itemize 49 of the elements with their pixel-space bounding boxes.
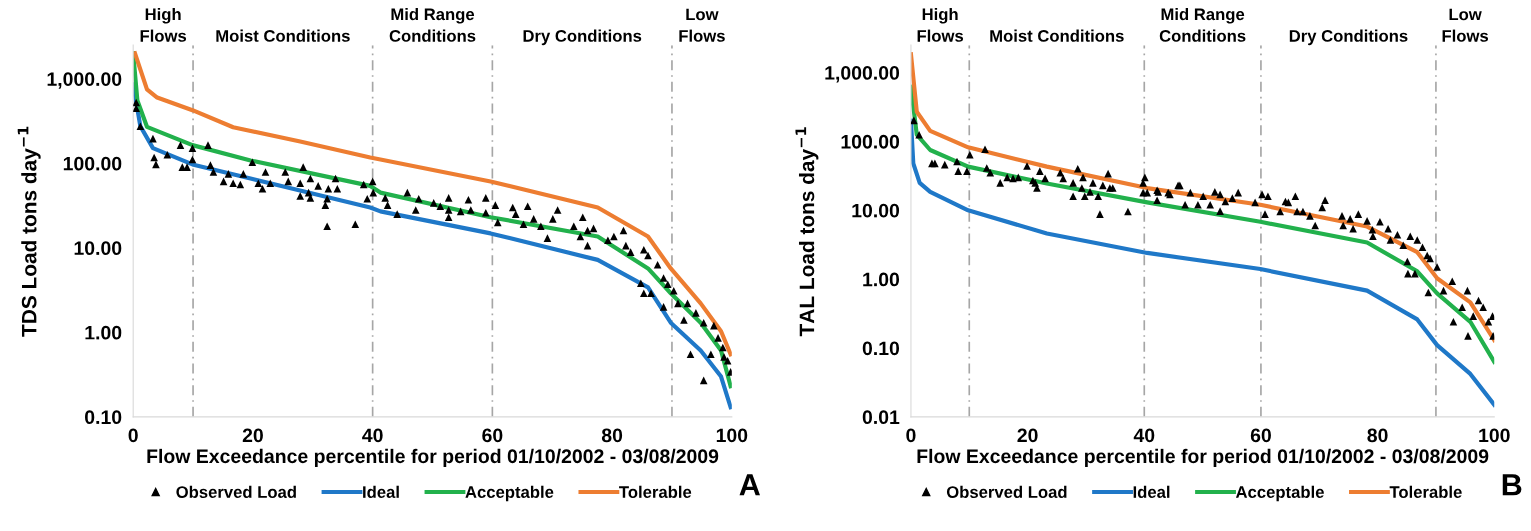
y-tick-label: 1,000.00 (47, 72, 122, 89)
x-tick-label: 60 (482, 428, 503, 443)
legend-label: Observed Load (176, 485, 296, 498)
legend-label: Observed Load (946, 485, 1067, 498)
x-tick-label: 80 (1367, 428, 1388, 443)
x-tick-label: 20 (1017, 428, 1038, 443)
legend-label: Acceptable (1235, 485, 1324, 502)
y-axis-title: TDS Load tons day$^{−1}$ (17, 126, 41, 337)
y-tick-label: 100.00 (841, 134, 900, 149)
x-tick-label: 0 (906, 428, 916, 443)
y-tick-label: 1.00 (863, 272, 900, 287)
legend-label: Acceptable (465, 485, 554, 502)
x-axis-title: Flow Exceedance percentile for period 01/10/2002 - 03/08/2009 (917, 448, 1489, 467)
x-tick-label: 60 (1250, 428, 1271, 443)
x-tick-label: 100 (1479, 428, 1510, 443)
text: Moist Conditions (990, 29, 1124, 42)
x-tick-label: 80 (601, 428, 623, 443)
text: High Flows (140, 7, 187, 42)
y-tick-label: 10.00 (74, 241, 122, 256)
annotation: Dry Conditions (1289, 29, 1408, 46)
text: B (1502, 474, 1522, 496)
text: A (739, 474, 760, 496)
line-series (910, 52, 1495, 343)
text: Mid Range Conditions (1159, 7, 1246, 42)
x-tick-label: 20 (242, 428, 263, 443)
text: Moist Conditions (216, 29, 350, 42)
text: Low Flows (679, 8, 725, 42)
legend-label: Tolerable (1389, 485, 1462, 498)
legend-label: Ideal (363, 485, 399, 498)
x-tick-label: 40 (1133, 428, 1155, 443)
y-axis-title: TAL Load tons day$^{−1}$ (795, 127, 819, 337)
legend-label: Ideal (1133, 485, 1170, 498)
legend-label: Tolerable (619, 485, 692, 498)
x-axis-title: Flow Exceedance percentile for period 01/10/2002 - 03/08/2009 (147, 448, 719, 467)
y-tick-label: 0.10 (85, 410, 122, 425)
text: Mid Range Conditions (389, 7, 476, 42)
y-tick-label: 0.01 (862, 410, 900, 425)
y-tick-label: 100.00 (63, 156, 122, 171)
annotation: Dry Conditions (523, 29, 642, 46)
x-tick-label: 40 (362, 428, 383, 443)
y-tick-label: 0.10 (862, 341, 900, 356)
text: High Flows (917, 7, 964, 42)
y-tick-label: 1.00 (85, 325, 122, 340)
text: Low Flows (1442, 8, 1489, 42)
x-tick-label: 0 (128, 428, 138, 443)
y-tick-label: 1,000.00 (825, 66, 900, 83)
x-tick-label: 100 (716, 428, 748, 443)
y-tick-label: 10.00 (852, 203, 900, 218)
line-series (910, 118, 1495, 407)
